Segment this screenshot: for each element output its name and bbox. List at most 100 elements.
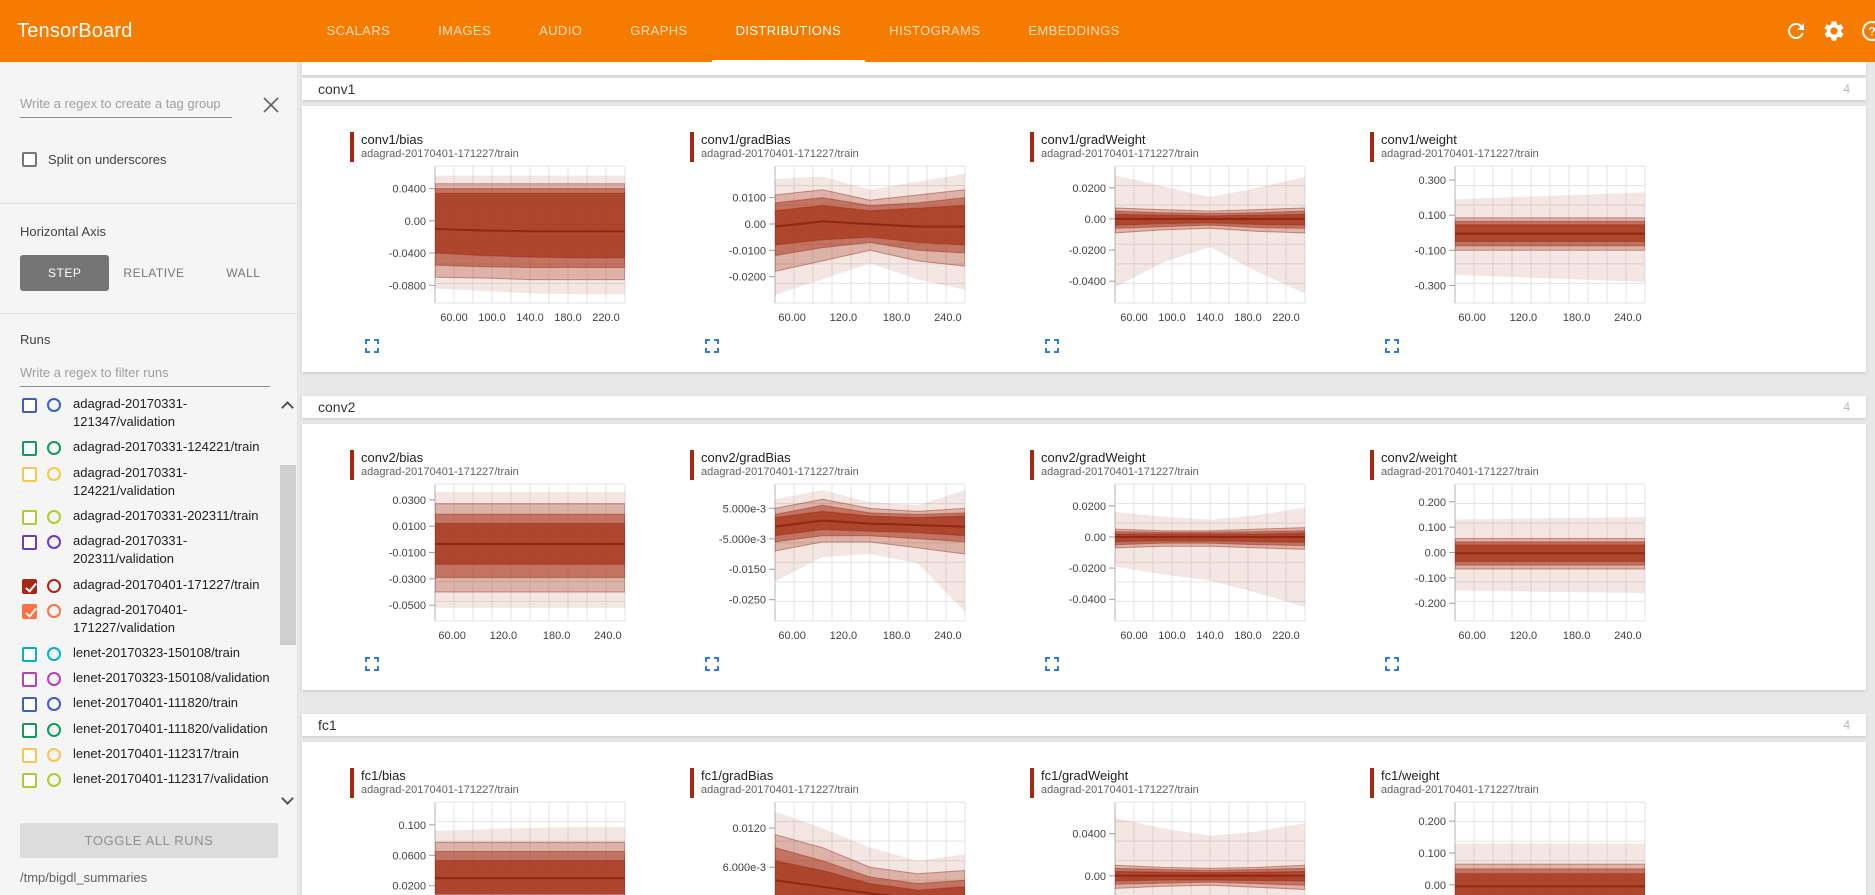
run-visibility-checkbox[interactable] bbox=[22, 466, 37, 482]
run-row[interactable]: adagrad-20170331-124221/validation bbox=[20, 464, 273, 500]
run-color-circle[interactable] bbox=[47, 509, 61, 524]
run-color-circle[interactable] bbox=[47, 773, 61, 787]
tab-scalars[interactable]: SCALARS bbox=[326, 22, 391, 38]
run-visibility-checkbox[interactable] bbox=[22, 398, 37, 413]
tag-group-regex-input[interactable] bbox=[20, 92, 232, 118]
runs-filter-input[interactable] bbox=[20, 361, 270, 387]
help-icon[interactable]: ? bbox=[1860, 19, 1875, 43]
svg-text:-0.0800: -0.0800 bbox=[389, 280, 426, 292]
expand-chart-icon[interactable] bbox=[705, 339, 719, 353]
refresh-icon[interactable] bbox=[1784, 19, 1808, 43]
expand-chart-icon[interactable] bbox=[365, 657, 379, 671]
axis-option-relative[interactable]: RELATIVE bbox=[123, 266, 185, 280]
run-visibility-checkbox[interactable] bbox=[22, 603, 37, 619]
scroll-up-icon[interactable] bbox=[281, 401, 294, 414]
svg-text:100.0: 100.0 bbox=[1158, 630, 1186, 642]
expand-chart-icon[interactable] bbox=[705, 657, 719, 671]
expand-chart-icon[interactable] bbox=[1385, 657, 1399, 671]
run-row[interactable]: lenet-20170401-111820/train bbox=[20, 694, 273, 713]
run-color-circle[interactable] bbox=[47, 535, 61, 550]
chart-title-row: fc1/gradBias adagrad-20170401-171227/trai… bbox=[690, 768, 970, 798]
section-header-fc1[interactable]: fc1 4 bbox=[302, 714, 1866, 736]
run-color-circle[interactable] bbox=[47, 466, 61, 481]
chart-fc1-bias: fc1/bias adagrad-20170401-171227/train 0.1… bbox=[350, 768, 630, 895]
scroll-down-icon[interactable] bbox=[281, 792, 294, 805]
run-row[interactable]: lenet-20170323-150108/train bbox=[20, 644, 273, 663]
run-color-bar bbox=[690, 450, 694, 480]
chart-title-row: conv2/bias adagrad-20170401-171227/train bbox=[350, 450, 630, 480]
settings-gear-icon[interactable] bbox=[1822, 19, 1846, 43]
tab-audio[interactable]: AUDIO bbox=[539, 22, 583, 38]
section-chart-count: 4 bbox=[1843, 400, 1850, 414]
expand-chart-icon[interactable] bbox=[365, 339, 379, 353]
run-visibility-checkbox[interactable] bbox=[22, 697, 37, 713]
svg-text:0.300: 0.300 bbox=[1418, 175, 1446, 187]
chart-run-subtitle: adagrad-20170401-171227/train bbox=[701, 784, 859, 796]
run-row[interactable]: adagrad-20170401-171227/validation bbox=[20, 601, 273, 637]
run-row[interactable]: lenet-20170401-111820/validation bbox=[20, 720, 273, 738]
chart-title-row: conv1/weight adagrad-20170401-171227/trai… bbox=[1370, 132, 1650, 162]
run-row[interactable]: lenet-20170401-112317/validation bbox=[20, 770, 273, 788]
section-fc1: fc1 4 fc1/bias adagrad-20170401-171227/trai… bbox=[302, 714, 1866, 895]
chart-run-subtitle: adagrad-20170401-171227/train bbox=[361, 148, 519, 160]
expand-chart-icon[interactable] bbox=[1385, 339, 1399, 353]
run-color-circle[interactable] bbox=[47, 647, 61, 662]
distribution-plot: 0.1000.06000.0200-0.020060.00100.0140.01… bbox=[392, 801, 626, 895]
run-color-circle[interactable] bbox=[47, 722, 61, 737]
axis-option-wall[interactable]: WALL bbox=[226, 266, 261, 280]
run-visibility-checkbox[interactable] bbox=[22, 535, 37, 551]
run-color-circle[interactable] bbox=[47, 578, 61, 593]
run-row[interactable]: lenet-20170323-150108/validation bbox=[20, 669, 273, 688]
tab-images[interactable]: IMAGES bbox=[438, 22, 492, 38]
scrollbar-thumb[interactable] bbox=[280, 465, 296, 645]
run-label: adagrad-20170331-202311/validation bbox=[73, 533, 188, 567]
run-color-circle[interactable] bbox=[47, 398, 61, 412]
run-visibility-checkbox[interactable] bbox=[22, 578, 37, 594]
run-visibility-checkbox[interactable] bbox=[22, 672, 37, 688]
run-color-circle[interactable] bbox=[47, 603, 61, 618]
run-color-circle[interactable] bbox=[47, 672, 61, 687]
run-visibility-checkbox[interactable] bbox=[22, 747, 37, 763]
run-label: lenet-20170323-150108/train bbox=[73, 645, 240, 661]
chart-conv1-gradBias: conv1/gradBias adagrad-20170401-171227/tr… bbox=[690, 132, 970, 358]
tab-graphs[interactable]: GRAPHS bbox=[630, 22, 688, 38]
run-color-circle[interactable] bbox=[47, 697, 61, 712]
run-visibility-checkbox[interactable] bbox=[22, 647, 37, 663]
run-row[interactable]: adagrad-20170331-124221/train bbox=[20, 438, 273, 457]
run-row[interactable]: adagrad-20170331-202311/validation bbox=[20, 532, 273, 568]
split-underscores-checkbox[interactable] bbox=[22, 152, 37, 167]
svg-text:180.0: 180.0 bbox=[1563, 312, 1591, 324]
section-header-conv2[interactable]: conv2 4 bbox=[302, 396, 1866, 418]
run-row[interactable]: adagrad-20170331-202311/train bbox=[20, 507, 273, 525]
svg-text:-0.0300: -0.0300 bbox=[389, 574, 426, 586]
run-color-circle[interactable] bbox=[47, 747, 61, 762]
run-row[interactable]: adagrad-20170401-171227/train bbox=[20, 576, 273, 594]
svg-text:-0.100: -0.100 bbox=[1415, 245, 1446, 257]
run-visibility-checkbox[interactable] bbox=[22, 722, 37, 738]
run-row[interactable]: lenet-20170401-112317/train bbox=[20, 745, 273, 763]
run-color-circle[interactable] bbox=[47, 441, 61, 456]
svg-text:0.0400: 0.0400 bbox=[392, 184, 426, 196]
svg-text:0.00: 0.00 bbox=[405, 216, 426, 228]
run-row[interactable]: adagrad-20170331-121347/validation bbox=[20, 395, 273, 431]
run-visibility-checkbox[interactable] bbox=[22, 773, 37, 788]
svg-text:140.0: 140.0 bbox=[516, 312, 544, 324]
svg-text:-0.0150: -0.0150 bbox=[729, 564, 766, 576]
expand-chart-icon[interactable] bbox=[1045, 339, 1059, 353]
expand-chart-icon[interactable] bbox=[1045, 657, 1059, 671]
section-header-conv1[interactable]: conv1 4 bbox=[302, 78, 1866, 100]
svg-text:-0.0400: -0.0400 bbox=[1069, 594, 1106, 606]
axis-option-step[interactable]: STEP bbox=[20, 255, 110, 291]
tab-distributions[interactable]: DISTRIBUTIONS bbox=[711, 0, 866, 62]
runs-scrollbar bbox=[280, 395, 297, 815]
run-visibility-checkbox[interactable] bbox=[22, 441, 37, 457]
toggle-all-runs-button[interactable]: TOGGLE ALL RUNS bbox=[20, 823, 278, 858]
tab-histograms[interactable]: HISTOGRAMS bbox=[889, 22, 981, 38]
close-icon[interactable] bbox=[260, 94, 282, 116]
run-visibility-checkbox[interactable] bbox=[22, 509, 37, 525]
chart-title: conv1/gradWeight bbox=[1041, 132, 1146, 147]
tab-embeddings[interactable]: EMBEDDINGS bbox=[1028, 22, 1120, 38]
chart-title-row: conv2/gradBias adagrad-20170401-171227/tr… bbox=[690, 450, 970, 480]
chart-title-texts: conv1/bias adagrad-20170401-171227/train bbox=[361, 132, 519, 162]
svg-text:60.00: 60.00 bbox=[1120, 630, 1148, 642]
